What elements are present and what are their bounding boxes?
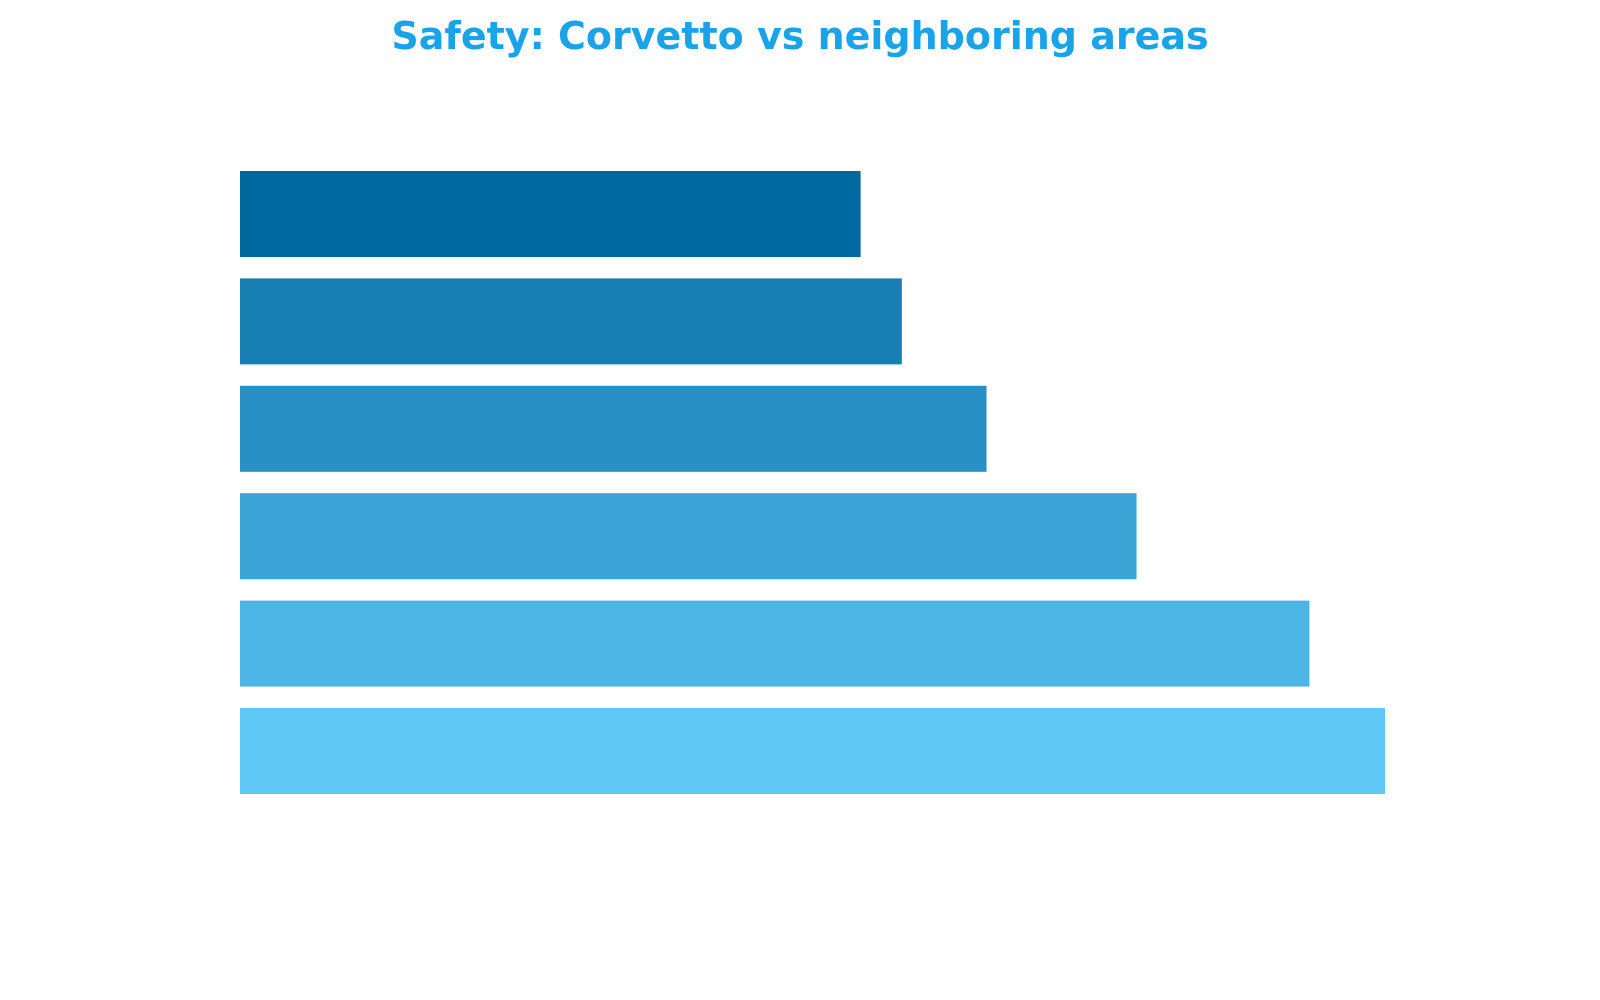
bar-2	[240, 278, 902, 365]
bar-5	[240, 600, 1310, 687]
chart-title: Safety: Corvetto vs neighboring areas	[391, 14, 1209, 58]
bar-4	[240, 493, 1137, 580]
bar-6	[240, 708, 1385, 794]
bar-3	[240, 385, 987, 472]
bar-1	[240, 171, 861, 257]
bar-group	[240, 171, 1385, 794]
